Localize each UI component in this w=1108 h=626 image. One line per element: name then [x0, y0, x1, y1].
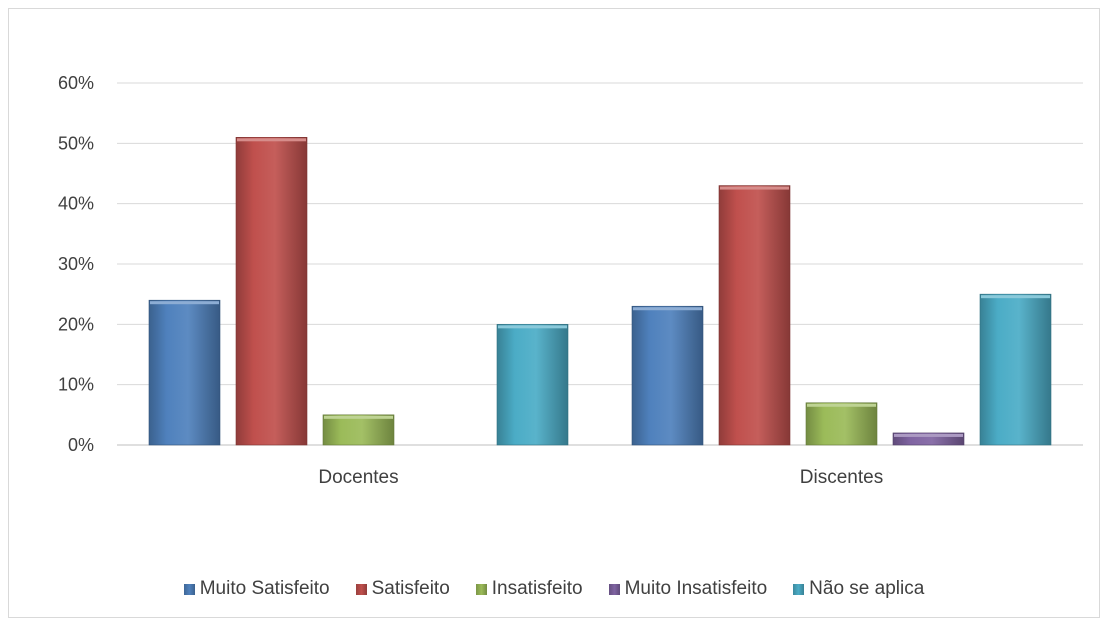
legend-swatch	[608, 583, 620, 595]
bar-top-highlight	[894, 433, 963, 437]
legend: Muito Satisfeito Satisfeito Insatisfeito Mu…	[0, 578, 1108, 600]
legend-label: Muito Insatisfeito	[624, 578, 768, 599]
legend-item: Não se aplica	[793, 578, 924, 600]
bar-n-o-se-aplica-discentes	[979, 293, 1052, 446]
bar-top-highlight	[633, 307, 702, 311]
legend-label: Insatisfeito	[491, 578, 583, 599]
bar-top-highlight	[981, 295, 1050, 299]
y-tick-label: 30%	[58, 254, 94, 274]
y-tick-label: 0%	[68, 435, 94, 455]
x-category-label: Discentes	[800, 467, 883, 488]
bar-n-o-se-aplica-docentes	[496, 324, 569, 446]
bar-top-highlight	[720, 186, 789, 190]
y-tick-label: 40%	[58, 194, 94, 214]
bars	[148, 137, 1052, 446]
y-axis-ticks: 0% 10% 20% 30% 40% 50% 60%	[58, 73, 94, 455]
bar-top-highlight	[150, 301, 219, 305]
y-tick-label: 10%	[58, 375, 94, 395]
bar-top-highlight	[807, 403, 876, 407]
y-tick-label: 60%	[58, 73, 94, 93]
legend-swatch	[355, 583, 367, 595]
x-axis-labels: Docentes Discentes	[318, 467, 883, 488]
y-tick-label: 20%	[58, 314, 94, 334]
bar-top-highlight	[324, 415, 393, 419]
bar-insatisfeito-discentes	[805, 402, 878, 446]
bar-muito-satisfeito-docentes	[148, 299, 221, 446]
legend-item: Insatisfeito	[475, 578, 583, 600]
legend-label: Não se aplica	[809, 578, 925, 599]
bar-satisfeito-docentes	[235, 137, 308, 446]
legend-label: Satisfeito	[371, 578, 450, 599]
legend-swatch	[183, 583, 195, 595]
legend-item: Muito Insatisfeito	[608, 578, 768, 600]
bar-insatisfeito-docentes	[322, 414, 395, 446]
legend-item: Muito Satisfeito	[183, 578, 330, 600]
bar-satisfeito-discentes	[718, 185, 791, 446]
bar-top-highlight	[498, 325, 567, 329]
y-tick-label: 50%	[58, 133, 94, 153]
legend-swatch	[475, 583, 487, 595]
bar-top-highlight	[237, 138, 306, 142]
x-category-label: Docentes	[318, 467, 398, 488]
legend-item: Satisfeito	[355, 578, 450, 600]
legend-swatch	[793, 583, 805, 595]
bar-muito-satisfeito-discentes	[631, 305, 704, 446]
legend-label: Muito Satisfeito	[199, 578, 330, 599]
